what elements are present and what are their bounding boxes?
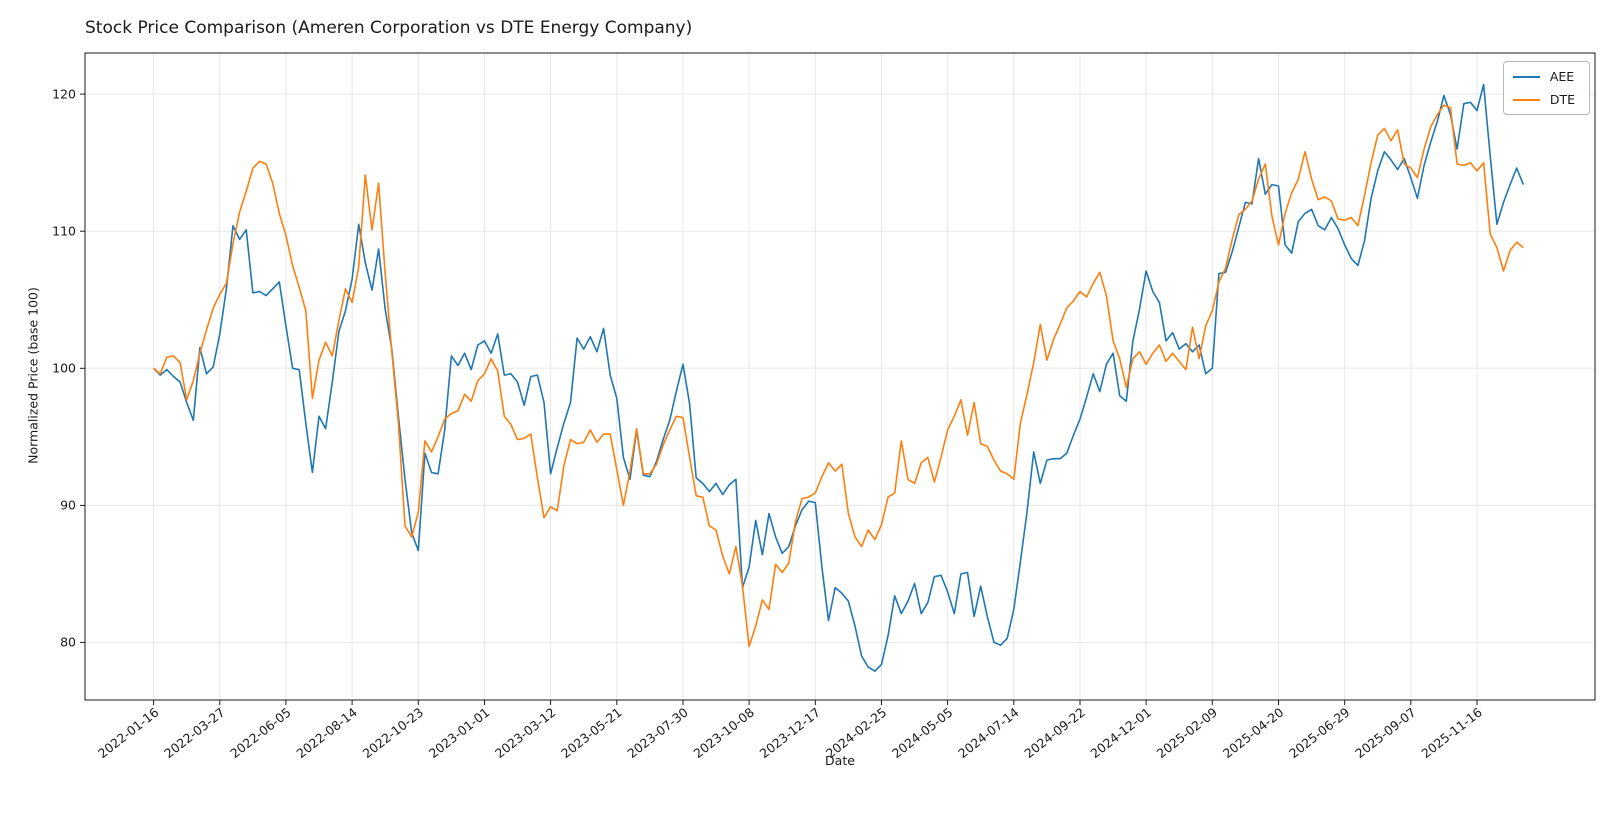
series-line-dte <box>153 104 1524 648</box>
y-tick-label: 80 <box>60 635 76 650</box>
x-tick-label: 2022-01-16 <box>95 705 162 762</box>
x-tick-label: 2025-04-20 <box>1220 705 1287 762</box>
y-tick-label: 110 <box>52 224 76 239</box>
legend-label-dte: DTE <box>1549 92 1575 107</box>
x-tick-label: 2024-12-01 <box>1087 705 1153 762</box>
legend-label-aee: AEE <box>1549 69 1575 84</box>
x-axis-label: Date <box>825 753 855 768</box>
y-tick-label: 100 <box>52 361 76 376</box>
x-tick-label: 2022-08-14 <box>293 705 360 762</box>
y-tick-label: 120 <box>52 86 76 101</box>
legend: AEE DTE <box>1502 61 1590 115</box>
x-tick-label: 2023-01-01 <box>426 705 492 762</box>
x-tick-label: 2025-02-09 <box>1154 705 1221 762</box>
y-axis-label: Normalized Price (base 100) <box>25 287 41 464</box>
x-tick-label: 2025-06-29 <box>1286 705 1353 762</box>
dte-line-swatch <box>1512 98 1540 101</box>
plot-frame <box>84 52 1596 701</box>
y-tick-label: 90 <box>60 498 76 513</box>
x-tick-label: 2022-03-27 <box>161 705 227 762</box>
legend-item-aee: AEE <box>1512 69 1579 84</box>
x-tick-label: 2022-06-05 <box>227 705 293 762</box>
chart-title: Stock Price Comparison (Ameren Corporati… <box>85 18 693 38</box>
x-tick-label: 2024-09-22 <box>1021 705 1087 762</box>
x-tick-label: 2025-11-16 <box>1418 705 1485 762</box>
legend-item-dte: DTE <box>1512 92 1579 107</box>
x-tick-label: 2023-07-30 <box>624 705 691 762</box>
x-tick-label: 2025-09-07 <box>1352 705 1418 762</box>
x-tick-label: 2023-05-21 <box>558 705 624 762</box>
x-tick-label: 2022-10-23 <box>360 705 426 762</box>
x-tick-label: 2023-03-12 <box>492 705 558 762</box>
aee-line-swatch <box>1512 75 1540 78</box>
series-line-aee <box>153 83 1525 672</box>
